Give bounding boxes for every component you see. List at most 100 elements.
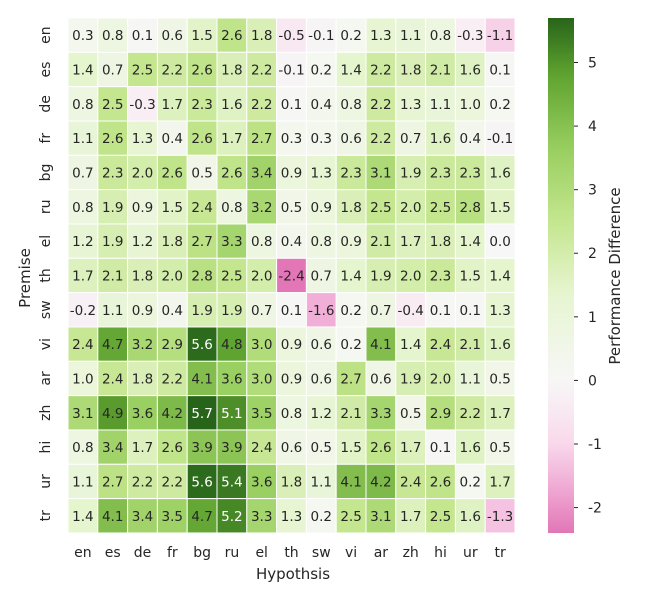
cell-value-label: 0.3 <box>281 131 302 147</box>
heatmap-cell <box>216 17 248 53</box>
heatmap-cell <box>67 86 99 122</box>
heatmap-cell <box>305 292 337 328</box>
cell-value-label: 4.1 <box>370 337 391 353</box>
cell-value-label: 0.1 <box>430 303 451 319</box>
cell-value-label: 1.6 <box>221 97 242 113</box>
cell-value-label: 0.8 <box>221 200 242 216</box>
cell-value-label: 1.4 <box>340 62 361 78</box>
cell-value-label: 3.6 <box>251 474 272 490</box>
heatmap-cell <box>97 498 129 534</box>
colorbar-tick-label: 4 <box>588 119 597 135</box>
cell-value-label: 4.8 <box>221 337 242 353</box>
cell-value-label: 2.2 <box>460 406 481 422</box>
cell-value-label: 2.5 <box>132 62 153 78</box>
cell-value-label: 0.9 <box>281 337 302 353</box>
heatmap-cell <box>395 189 427 225</box>
cell-value-label: 0.9 <box>340 234 361 250</box>
cell-value-label: 3.5 <box>251 406 272 422</box>
cell-value-label: 0.1 <box>460 303 481 319</box>
cell-value-label: 2.6 <box>191 131 212 147</box>
cell-value-label: 2.6 <box>162 440 183 456</box>
heatmap-cell <box>276 120 307 156</box>
heatmap-cell <box>305 429 337 465</box>
cell-value-label: 0.4 <box>162 131 183 147</box>
heatmap-cell <box>156 120 188 156</box>
cell-value-label: 1.3 <box>132 131 153 147</box>
heatmap-cell <box>454 395 486 431</box>
cell-value-label: 0.8 <box>102 28 123 44</box>
heatmap-cell <box>365 120 397 156</box>
heatmap-cell <box>454 189 486 225</box>
cell-value-label: 2.4 <box>191 200 212 216</box>
heatmap-cell <box>484 86 516 122</box>
x-tick-labels: en es de fr bg ru el th sw vi ar zh hi ur tr <box>74 545 506 561</box>
heatmap-cell <box>276 223 307 259</box>
cell-value-label: 2.1 <box>102 268 123 284</box>
cell-value-label: 4.7 <box>102 337 123 353</box>
heatmap-cell <box>335 257 367 294</box>
cell-value-label: 1.8 <box>281 474 302 490</box>
heatmap-cell <box>67 463 99 500</box>
cell-value-label: 1.1 <box>72 131 93 147</box>
colorbar-ticks: -2 -1 0 1 2 3 4 5 <box>574 56 602 517</box>
cell-value-label: 1.6 <box>460 62 481 78</box>
cell-value-label: 2.6 <box>102 131 123 147</box>
heatmap-cell <box>395 360 427 397</box>
cell-value-label: 1.8 <box>340 200 361 216</box>
cell-value-label: 2.1 <box>430 62 451 78</box>
cell-value-label: 1.6 <box>460 509 481 525</box>
x-tick-label: el <box>255 545 268 561</box>
heatmap-cell <box>246 86 278 122</box>
heatmap-cell <box>365 463 397 500</box>
cell-value-label: 0.5 <box>311 440 332 456</box>
cell-value-label: 5.7 <box>191 406 212 422</box>
cell-value-label: 0.5 <box>489 440 510 456</box>
cell-value-label: 2.2 <box>251 62 272 78</box>
x-tick-label: en <box>74 545 92 561</box>
heatmap-cell <box>484 395 516 431</box>
cell-value-label: 3.0 <box>251 371 272 387</box>
cell-value-label: 1.8 <box>400 62 421 78</box>
heatmap-cell <box>425 326 456 362</box>
cell-value-label: 2.7 <box>191 234 212 250</box>
heatmap-cell <box>365 498 397 534</box>
heatmap-cell <box>216 292 248 328</box>
cell-value-label: 1.8 <box>221 62 242 78</box>
y-tick-label: de <box>38 95 54 113</box>
cell-value-label: 3.3 <box>251 509 272 525</box>
cell-value-label: 1.8 <box>132 371 153 387</box>
cell-value-label: -0.1 <box>308 28 334 44</box>
cell-value-label: 1.4 <box>400 337 421 353</box>
cell-value-label: 0.9 <box>281 165 302 181</box>
heatmap-cell <box>484 463 516 500</box>
cell-value-label: 1.6 <box>489 165 510 181</box>
cell-value-label: 0.7 <box>400 131 421 147</box>
cell-value-label: 3.3 <box>370 406 391 422</box>
cell-value-label: 0.6 <box>162 28 183 44</box>
cell-value-label: 1.6 <box>460 440 481 456</box>
heatmap-cell <box>484 189 516 225</box>
heatmap-cell <box>156 51 188 88</box>
heatmap-cell <box>454 292 486 328</box>
heatmap-cell <box>484 326 516 362</box>
heatmap-cell <box>454 223 486 259</box>
heatmap-cell <box>425 154 456 191</box>
cell-value-label: 1.0 <box>460 97 481 113</box>
colorbar-tick-label: 3 <box>588 183 597 199</box>
heatmap-cell <box>425 429 456 465</box>
cell-value-label: 2.3 <box>430 268 451 284</box>
cell-value-label: -0.1 <box>487 131 513 147</box>
x-axis-label: Hypothsis <box>256 565 330 583</box>
cell-value-label: 0.7 <box>102 62 123 78</box>
heatmap-cell <box>216 51 248 88</box>
heatmap-cell <box>484 292 516 328</box>
cell-value-label: 1.1 <box>311 474 332 490</box>
colorbar-tick-label: 2 <box>588 246 597 262</box>
heatmap-cell <box>484 257 516 294</box>
cell-value-label: 0.4 <box>281 234 302 250</box>
heatmap-cell <box>335 120 367 156</box>
heatmap-cell <box>127 395 158 431</box>
cell-value-label: 1.9 <box>221 303 242 319</box>
cell-value-label: 4.9 <box>102 406 123 422</box>
